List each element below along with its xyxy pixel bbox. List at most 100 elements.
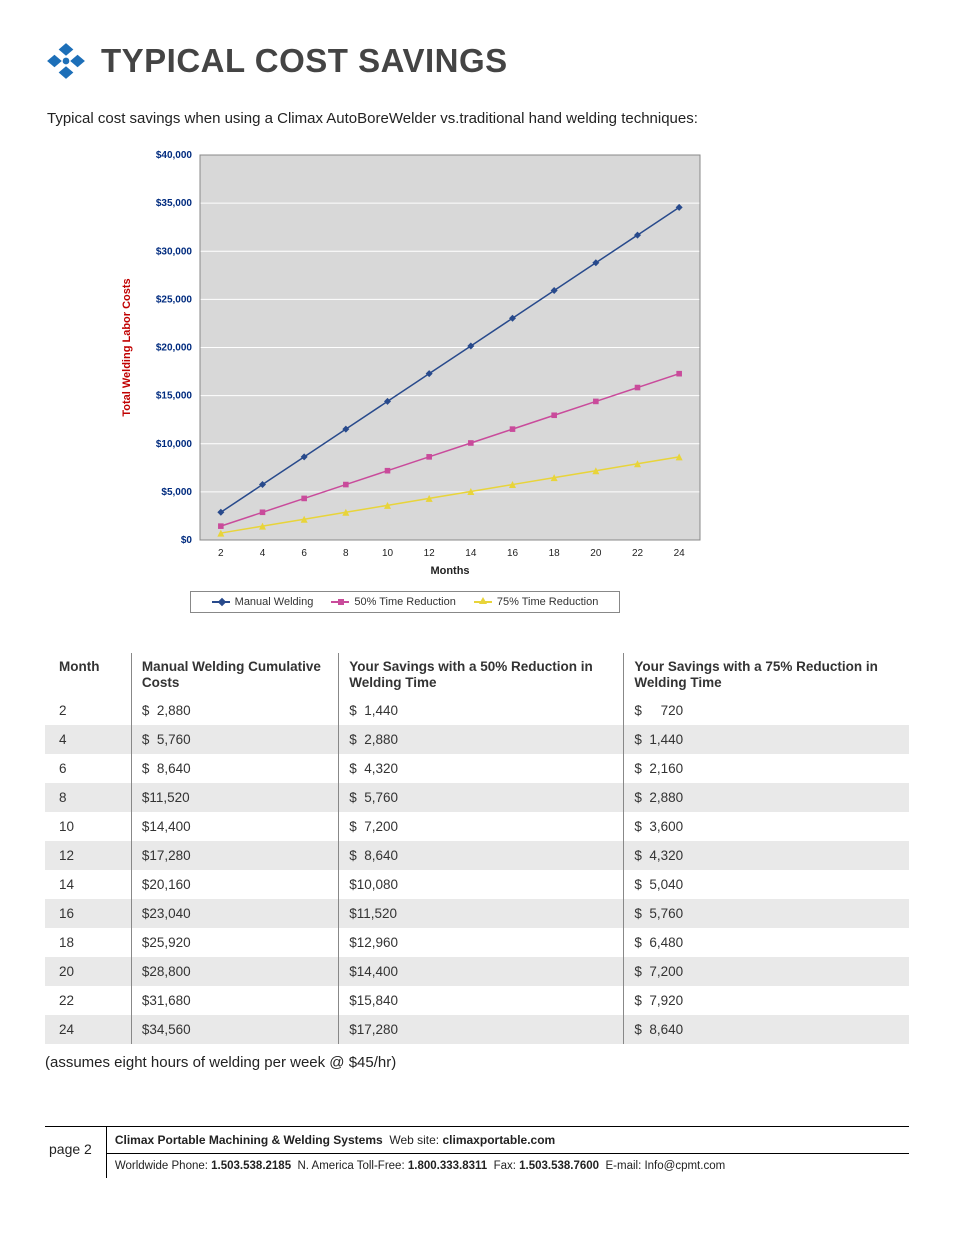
table-header: Month [45,653,131,696]
page-footer: page 2 Climax Portable Machining & Weldi… [45,1126,909,1178]
page-title: TYPICAL COST SAVINGS [101,42,508,80]
cost-savings-table: MonthManual Welding Cumulative CostsYour… [45,653,909,1044]
svg-text:$40,000: $40,000 [156,150,193,161]
svg-text:10: 10 [382,548,394,559]
svg-text:4: 4 [260,548,266,559]
brand-logo-icon [45,40,87,82]
svg-text:Months: Months [430,565,469,577]
table-cell: $20,160 [131,870,338,899]
table-cell: $ 5,760 [131,725,338,754]
table-cell: $ 2,880 [624,783,909,812]
table-cell: $28,800 [131,957,338,986]
svg-text:$10,000: $10,000 [156,439,193,450]
footer-line-contact: Worldwide Phone: 1.503.538.2185 N. Ameri… [107,1154,909,1178]
table-row: 22$31,680$15,840$ 7,920 [45,986,909,1015]
table-cell: $ 4,320 [339,754,624,783]
footer-line-company: Climax Portable Machining & Welding Syst… [107,1127,909,1154]
legend-item: 50% Time Reduction [331,596,456,608]
table-row: 16$23,040$11,520$ 5,760 [45,899,909,928]
table-cell: $ 1,440 [339,696,624,725]
footer-phone-label: Worldwide Phone: [115,1160,208,1172]
legend-label: Manual Welding [235,596,314,608]
table-row: 12$17,280$ 8,640$ 4,320 [45,841,909,870]
footer-email: Info@cpmt.com [644,1160,725,1172]
table-row: 2$ 2,880$ 1,440$ 720 [45,696,909,725]
table-row: 14$20,160$10,080$ 5,040 [45,870,909,899]
table-cell: $ 1,440 [624,725,909,754]
table-cell: $10,080 [339,870,624,899]
table-cell: $ 8,640 [624,1015,909,1044]
table-cell: $17,280 [131,841,338,870]
page-header: TYPICAL COST SAVINGS [45,40,909,82]
chart-legend: Manual Welding 50% Time Reduction 75% Time… [190,591,620,613]
svg-text:8: 8 [343,548,349,559]
table-cell: $ 2,880 [131,696,338,725]
footer-web-label: Web site: [389,1133,439,1147]
footer-phone: 1.503.538.2185 [211,1160,291,1172]
table-cell: $ 4,320 [624,841,909,870]
page-number: page 2 [45,1127,106,1178]
chart-svg: $0$5,000$10,000$15,000$20,000$25,000$30,… [90,145,720,585]
table-cell: 22 [45,986,131,1015]
footer-fax: 1.503.538.7600 [519,1160,599,1172]
legend-label: 75% Time Reduction [497,596,599,608]
table-row: 20$28,800$14,400$ 7,200 [45,957,909,986]
svg-text:16: 16 [507,548,519,559]
table-cell: $ 7,920 [624,986,909,1015]
table-cell: $ 6,480 [624,928,909,957]
svg-text:$15,000: $15,000 [156,391,193,402]
table-cell: $ 7,200 [624,957,909,986]
table-row: 10$14,400$ 7,200$ 3,600 [45,812,909,841]
table-cell: $14,400 [339,957,624,986]
table-row: 6$ 8,640$ 4,320$ 2,160 [45,754,909,783]
table-cell: $15,840 [339,986,624,1015]
table-header: Your Savings with a 50% Reduction in Wel… [339,653,624,696]
table-row: 4$ 5,760$ 2,880$ 1,440 [45,725,909,754]
footer-tollfree-label: N. America Toll-Free: [298,1160,405,1172]
footer-email-label: E-mail: [605,1160,641,1172]
table-cell: $ 2,160 [624,754,909,783]
footer-tollfree: 1.800.333.8311 [408,1160,487,1172]
table-cell: 8 [45,783,131,812]
table-cell: 4 [45,725,131,754]
table-cell: $34,560 [131,1015,338,1044]
svg-text:12: 12 [424,548,436,559]
table-cell: $ 5,760 [339,783,624,812]
legend-item: Manual Welding [212,596,314,608]
table-cell: $ 5,760 [624,899,909,928]
table-cell: $14,400 [131,812,338,841]
svg-text:14: 14 [465,548,477,559]
table-cell: $ 3,600 [624,812,909,841]
svg-text:20: 20 [590,548,602,559]
table-cell: 6 [45,754,131,783]
table-cell: 10 [45,812,131,841]
table-cell: $31,680 [131,986,338,1015]
table-cell: $25,920 [131,928,338,957]
legend-item: 75% Time Reduction [474,596,599,608]
svg-text:6: 6 [301,548,307,559]
table-cell: $ 720 [624,696,909,725]
table-header: Your Savings with a 75% Reduction in Wel… [624,653,909,696]
intro-text: Typical cost savings when using a Climax… [47,110,909,127]
table-cell: $ 5,040 [624,870,909,899]
table-cell: $17,280 [339,1015,624,1044]
table-row: 18$25,920$12,960$ 6,480 [45,928,909,957]
table-cell: 2 [45,696,131,725]
svg-text:$35,000: $35,000 [156,198,193,209]
table-cell: 18 [45,928,131,957]
table-cell: 16 [45,899,131,928]
cost-savings-chart: $0$5,000$10,000$15,000$20,000$25,000$30,… [90,145,720,613]
svg-text:$30,000: $30,000 [156,246,193,257]
svg-text:18: 18 [549,548,561,559]
svg-text:$25,000: $25,000 [156,294,193,305]
table-cell: $11,520 [131,783,338,812]
svg-text:$0: $0 [181,535,193,546]
svg-text:24: 24 [674,548,686,559]
table-header: Manual Welding Cumulative Costs [131,653,338,696]
table-row: 8$11,520$ 5,760$ 2,880 [45,783,909,812]
table-cell: $23,040 [131,899,338,928]
svg-text:$20,000: $20,000 [156,343,193,354]
svg-text:22: 22 [632,548,644,559]
table-note: (assumes eight hours of welding per week… [45,1054,909,1071]
table-cell: $ 2,880 [339,725,624,754]
